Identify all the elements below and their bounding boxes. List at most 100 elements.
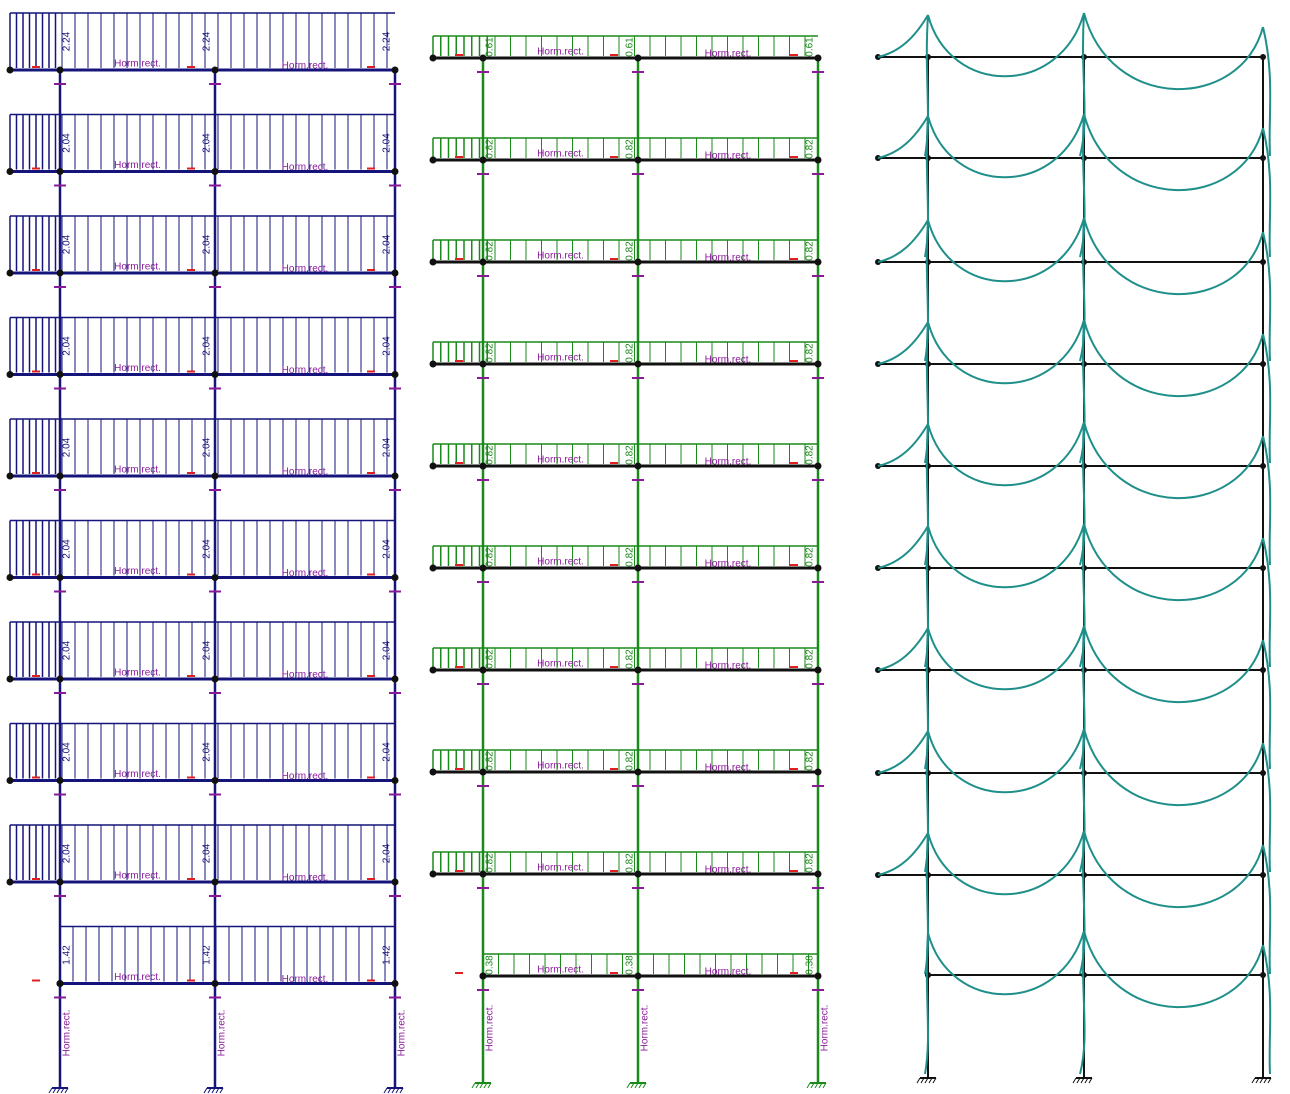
node (925, 872, 931, 878)
node (925, 155, 931, 161)
load-value: 0.82 (485, 853, 496, 873)
node (212, 168, 219, 175)
load-value: 0.82 (625, 547, 636, 567)
load-value: 2.04 (202, 133, 213, 153)
node (7, 676, 14, 683)
load-value: 2.04 (62, 133, 73, 153)
section-label: Horm.rect. (537, 353, 584, 364)
load-value: 0.82 (805, 343, 816, 363)
load-value: 0.38 (485, 955, 496, 975)
node (392, 980, 399, 987)
section-label: Horm.rect. (537, 659, 584, 670)
node (430, 55, 437, 62)
section-label: Horm.rect. (114, 769, 161, 780)
moment-curve (878, 626, 1270, 769)
node (57, 168, 64, 175)
moment-curve (878, 422, 1270, 565)
section-label: Horm.rect. (114, 972, 161, 983)
section-label: Horm.rect. (282, 162, 329, 173)
load-value: 2.04 (202, 843, 213, 863)
section-label: Horm.rect. (217, 1010, 228, 1057)
section-label: Horm.rect. (282, 568, 329, 579)
load-value: 0.82 (485, 445, 496, 465)
frames-canvas: 2.242.242.24Horm.rect.Horm.rect.2.042.04… (0, 0, 1290, 1094)
section-label: Horm.rect. (282, 365, 329, 376)
load-value: 0.82 (485, 343, 496, 363)
load-value: 2.04 (202, 234, 213, 254)
load-value: 0.82 (485, 649, 496, 669)
node (925, 770, 931, 776)
node (430, 361, 437, 368)
node (392, 168, 399, 175)
node (392, 676, 399, 683)
node (57, 473, 64, 480)
load-value: 0.82 (805, 649, 816, 669)
moment-curve (878, 729, 1270, 872)
moment-curve (925, 931, 1270, 1074)
load-value: 0.82 (625, 445, 636, 465)
section-label: Horm.rect. (537, 965, 584, 976)
load-value: 2.04 (382, 234, 393, 254)
section-label: Horm.rect. (705, 355, 752, 366)
load-value: 1.42 (202, 945, 213, 965)
node (392, 473, 399, 480)
moment-curve (878, 114, 1270, 257)
section-label: Horm.rect. (114, 262, 161, 273)
load-value: 1.42 (382, 945, 393, 965)
node (925, 972, 931, 978)
load-value: 2.04 (202, 640, 213, 660)
load-value: 0.82 (625, 139, 636, 159)
node (7, 168, 14, 175)
section-label: Horm.rect. (114, 465, 161, 476)
load-value: 2.04 (62, 742, 73, 762)
node (430, 565, 437, 572)
section-label: Horm.rect. (282, 974, 329, 985)
load-value: 2.04 (62, 539, 73, 559)
load-value: 2.04 (62, 437, 73, 457)
section-label: Horm.rect. (705, 49, 752, 60)
load-value: 2.04 (382, 336, 393, 356)
support-hatch (49, 1088, 52, 1093)
load-value: 2.04 (202, 742, 213, 762)
section-label: Horm.rect. (705, 967, 752, 978)
node (430, 157, 437, 164)
section-label: Horm.rect. (114, 363, 161, 374)
node (430, 871, 437, 878)
section-label: Horm.rect. (282, 670, 329, 681)
section-label: Horm.rect. (537, 455, 584, 466)
node (925, 565, 931, 571)
section-label: Horm.rect. (397, 1010, 408, 1057)
load-value: 0.82 (805, 547, 816, 567)
load-value: 0.82 (485, 139, 496, 159)
node (1260, 972, 1266, 978)
node (7, 371, 14, 378)
support-hatch (204, 1088, 207, 1093)
support-hatch (384, 1088, 387, 1093)
load-value: 2.04 (382, 742, 393, 762)
node (1260, 155, 1266, 161)
load-value: 0.82 (805, 139, 816, 159)
node (57, 270, 64, 277)
node (57, 371, 64, 378)
load-value: 0.82 (625, 649, 636, 669)
section-label: Horm.rect. (485, 1005, 496, 1052)
load-value: 0.82 (625, 751, 636, 771)
load-value: 2.04 (62, 843, 73, 863)
section-label: Horm.rect. (62, 1010, 73, 1057)
node (1260, 872, 1266, 878)
node (430, 259, 437, 266)
load-value: 2.04 (202, 437, 213, 457)
node (7, 67, 14, 74)
node (212, 879, 219, 886)
section-label: Horm.rect. (705, 763, 752, 774)
node (212, 980, 219, 987)
load-value: 2.04 (382, 843, 393, 863)
node (212, 777, 219, 784)
section-label: Horm.rect. (282, 467, 329, 478)
node (1260, 667, 1266, 673)
section-label: Horm.rect. (537, 47, 584, 58)
node (212, 574, 219, 581)
section-label: Horm.rect. (705, 151, 752, 162)
node (392, 879, 399, 886)
node (57, 676, 64, 683)
